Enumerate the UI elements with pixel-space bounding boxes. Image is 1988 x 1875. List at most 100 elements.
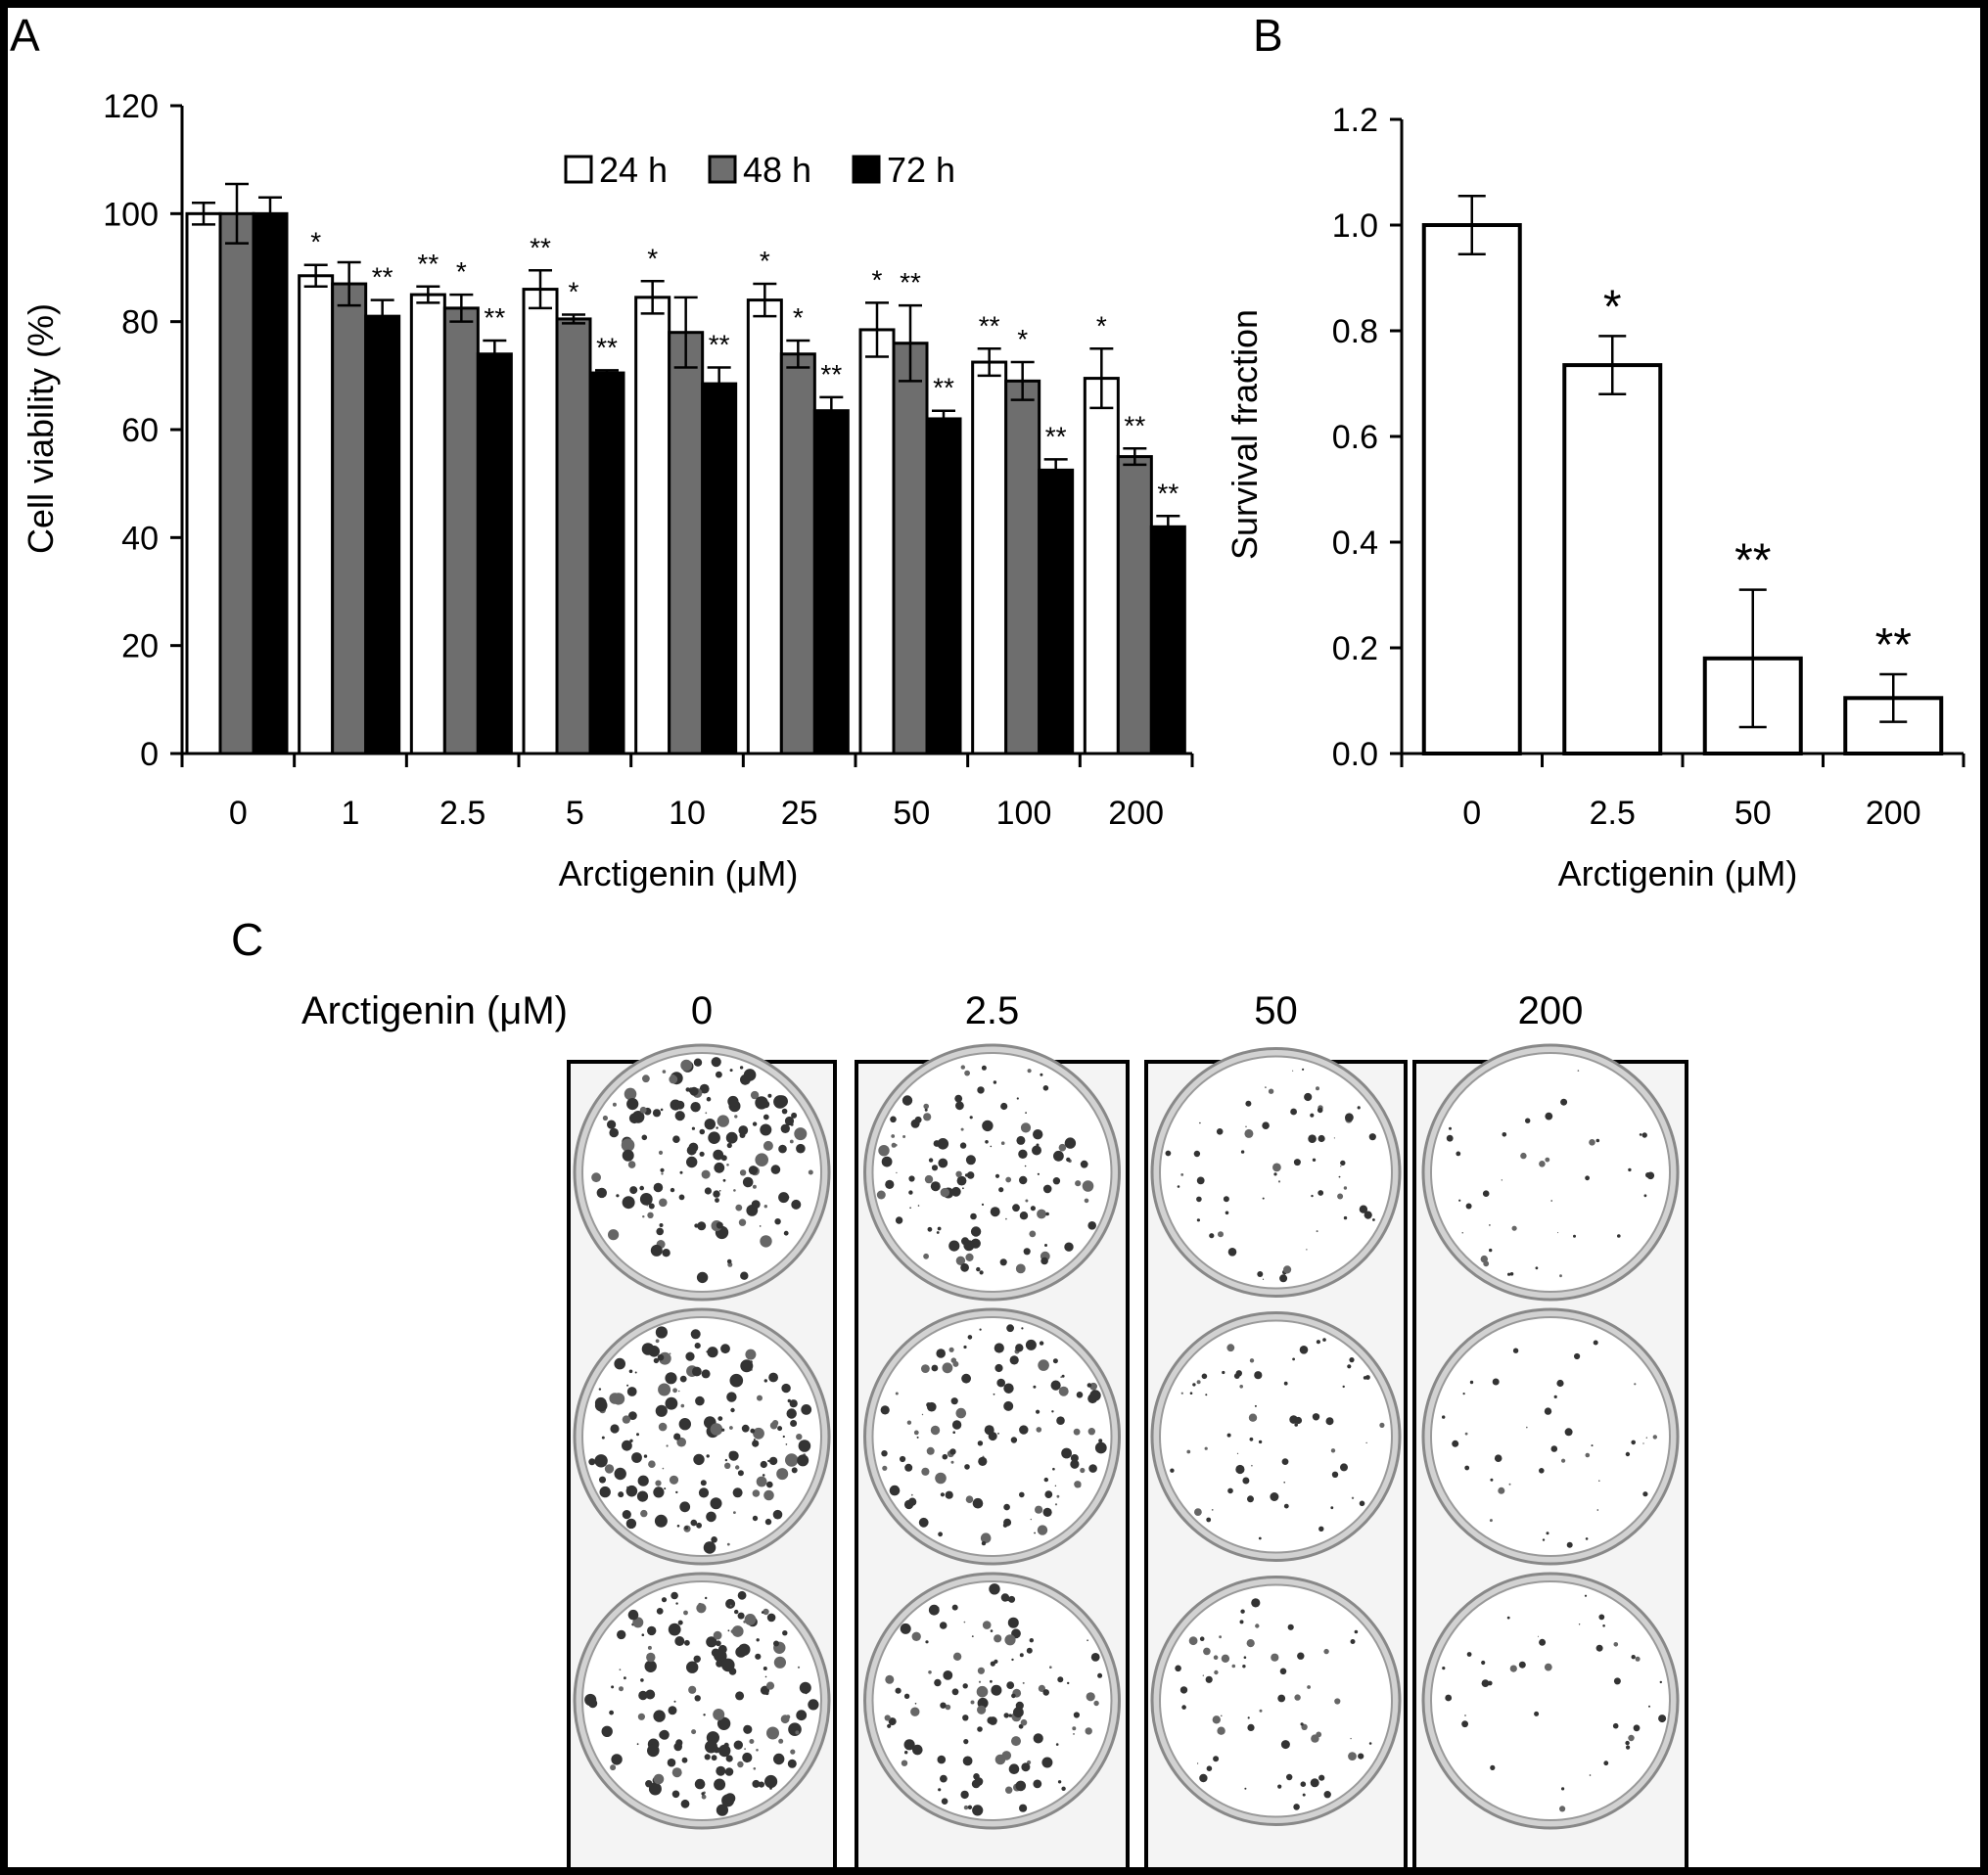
colony [1094,1441,1107,1454]
colony [1283,1381,1288,1386]
colony [735,1691,745,1701]
colony [1446,1134,1454,1142]
colony [1235,1464,1245,1475]
colony [903,1693,910,1700]
colony [1566,1541,1573,1548]
colony [978,1680,982,1683]
colony [1006,1681,1015,1689]
colony [895,1392,899,1395]
colony [1037,1172,1040,1175]
colony [1316,1086,1319,1091]
bar-72h [476,352,513,755]
significance-mark: * [310,227,321,257]
colony [955,1256,966,1266]
colony [763,1205,767,1209]
colony [1643,1194,1647,1198]
colony [976,1685,989,1698]
colony [670,1591,678,1600]
colony [977,1667,986,1674]
y-tick-label-a: 120 [103,88,159,125]
colony [599,1486,611,1498]
colony [631,1452,642,1463]
colony [679,1501,691,1513]
colony [629,1186,638,1195]
colony [1085,1727,1092,1735]
colony [1550,1445,1558,1452]
colony [660,1167,665,1172]
colony [1042,1507,1052,1517]
colony [1011,1736,1021,1747]
colony [1005,1176,1012,1183]
colony [1345,1113,1354,1122]
colony [632,1617,644,1628]
colony [965,1155,976,1166]
colony [685,1087,690,1092]
colony [890,1116,897,1123]
colony [700,1480,707,1486]
colony [966,1171,975,1179]
colony [1458,1199,1461,1202]
colony [1334,1698,1341,1705]
colony [881,1156,893,1167]
colony [1177,1185,1180,1188]
colony [737,1470,744,1477]
colony [1273,1172,1277,1176]
x-tick-label-b: 200 [1866,795,1921,832]
colony [952,1360,959,1367]
colony [952,1652,962,1662]
colony [766,1481,773,1488]
colony [657,1353,665,1361]
panel-label-b: B [1253,10,1283,61]
colony [998,1187,1004,1193]
colony [1553,1395,1557,1398]
colony [737,1761,744,1768]
significance-mark: * [569,276,579,306]
colony [940,1774,948,1783]
colony [1004,1634,1016,1646]
colony [643,1454,648,1458]
colony [760,1235,772,1248]
colony [737,1590,747,1600]
colony [1641,1132,1647,1138]
colony [772,1420,779,1427]
colony [1211,1509,1214,1511]
colony [1073,1428,1081,1436]
colony [984,1425,994,1436]
colony [1254,1371,1263,1380]
colony [735,1204,743,1212]
colony [1057,1780,1062,1784]
colony [990,1145,993,1148]
x-tick-label-b: 0 [1462,795,1481,832]
colony [751,1200,761,1210]
colony [1213,1655,1219,1660]
colony [963,1345,967,1349]
colony [1245,1125,1247,1128]
colony [970,1700,975,1705]
colony [1311,1194,1314,1198]
colony [704,1119,716,1130]
colony [639,1106,647,1114]
bar-24h [185,211,222,755]
colony [1330,1448,1336,1453]
colony [636,1433,639,1437]
colony [937,1226,942,1231]
colony [1199,1121,1201,1124]
colony [1294,1416,1303,1425]
colony [1005,1786,1013,1794]
colony [982,1621,992,1629]
colony [766,1613,776,1623]
colony [1245,1100,1252,1107]
colony [763,1489,774,1501]
colony [1595,1644,1603,1652]
colony [617,1629,626,1640]
colony [628,1369,633,1374]
x-tick-label-a: 50 [893,795,930,832]
bar-48h [892,342,929,755]
colony [1539,1468,1545,1474]
colony [924,1108,928,1112]
colony [724,1648,727,1651]
colony [1003,1503,1010,1511]
colony [1509,1272,1514,1276]
colony [1359,1205,1368,1213]
colony [670,1187,675,1193]
